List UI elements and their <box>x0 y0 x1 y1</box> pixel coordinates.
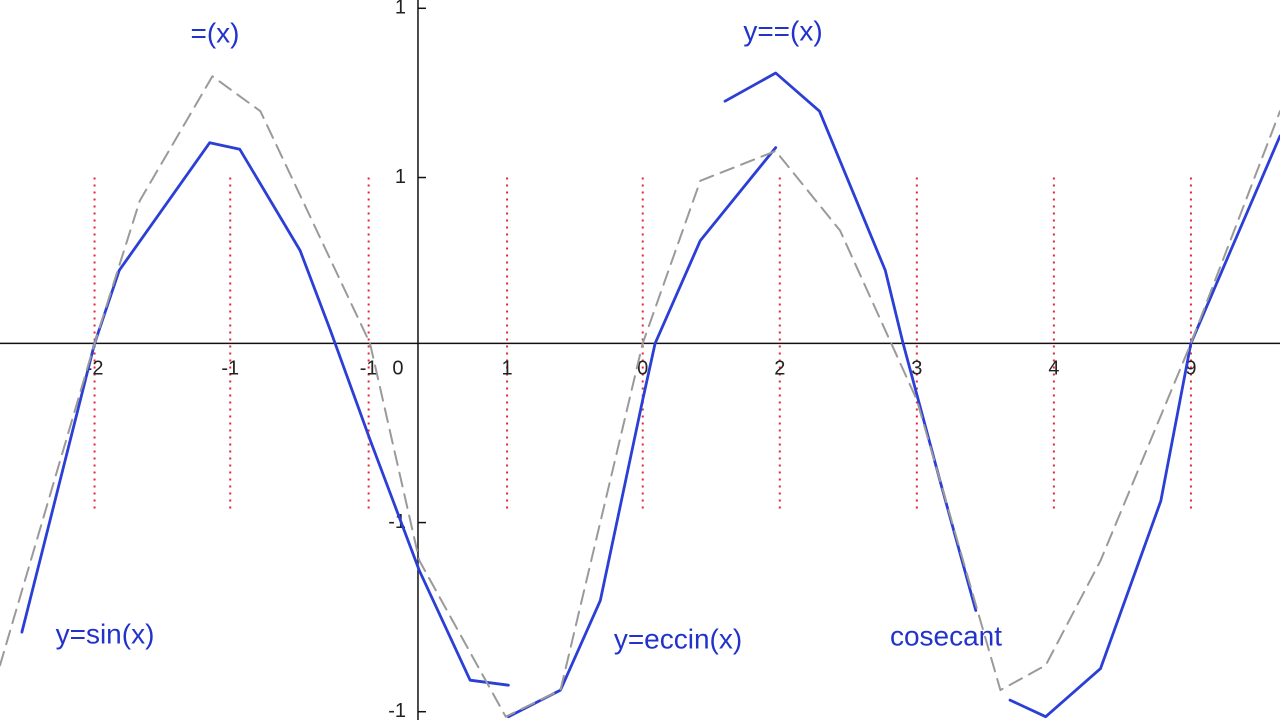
curve <box>1008 134 1280 719</box>
annotation: y=sin(x) <box>56 618 155 649</box>
y-tick-label: -1 <box>388 700 406 720</box>
x-tick-label: 9 <box>1185 358 1196 380</box>
origin-label: 0 <box>392 358 403 380</box>
curve <box>723 71 978 612</box>
dashed-curve <box>0 75 1280 718</box>
x-tick-label: 0 <box>637 358 648 380</box>
y-tick-label: 1 <box>395 0 406 19</box>
x-tick-label: -1 <box>221 358 239 380</box>
y-tick-label: 1 <box>395 166 406 188</box>
x-tick-label: 3 <box>911 358 922 380</box>
x-tick-label: 1 <box>502 358 513 380</box>
annotation: y==(x) <box>743 15 822 46</box>
curve <box>20 141 510 687</box>
annotation: cosecant <box>890 620 1002 651</box>
annotation: y=eccin(x) <box>614 623 742 654</box>
y-tick-label: -1 <box>388 511 406 533</box>
x-tick-label: 4 <box>1048 358 1059 380</box>
x-tick-label: 2 <box>774 358 785 380</box>
annotation: =(x) <box>191 17 240 48</box>
x-tick-label: -1 <box>360 358 378 380</box>
